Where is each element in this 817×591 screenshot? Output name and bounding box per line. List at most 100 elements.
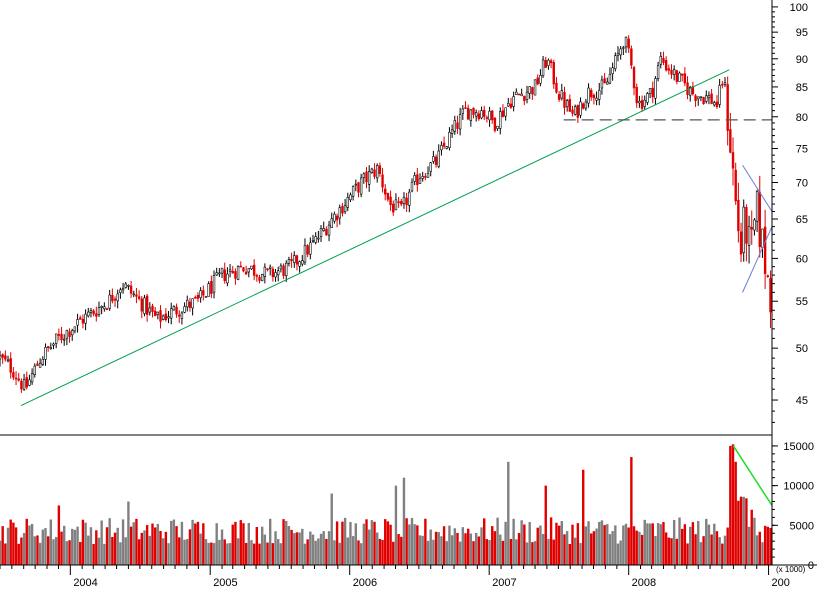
volume-bar	[571, 524, 574, 565]
candle	[560, 83, 564, 101]
candle	[52, 342, 55, 350]
candle	[314, 232, 317, 245]
volume-bar	[737, 500, 740, 565]
candle	[202, 285, 205, 301]
volume-bar	[285, 520, 288, 565]
candle	[343, 199, 347, 215]
volume-bar	[226, 543, 229, 565]
price-tick-label: 75	[796, 144, 808, 156]
candle	[721, 80, 724, 89]
candle	[627, 35, 630, 53]
volume-bar	[496, 517, 499, 565]
volume-bar	[445, 541, 448, 565]
candle	[745, 204, 748, 262]
volume-bar	[568, 544, 572, 565]
candle	[477, 110, 481, 121]
trend-line	[742, 164, 773, 212]
volume-bar	[715, 531, 719, 565]
candle	[335, 213, 339, 228]
candle	[207, 281, 210, 297]
volume-bar	[552, 539, 555, 565]
candle	[667, 64, 671, 75]
candle	[638, 95, 641, 108]
volume-bar	[376, 532, 379, 565]
volume-bar	[606, 524, 609, 565]
volume-bar	[22, 533, 26, 565]
candle	[694, 94, 697, 107]
volume-bar	[127, 501, 130, 565]
volume-bar	[408, 524, 411, 565]
volume-bar	[298, 532, 301, 565]
volume-bar	[362, 523, 366, 565]
candle	[263, 263, 267, 284]
candle	[381, 168, 384, 193]
candle	[531, 86, 534, 100]
volume-bar	[745, 498, 748, 565]
candle	[678, 71, 681, 82]
candle	[598, 82, 601, 106]
volume-bar	[164, 531, 168, 565]
year-tick-label: 2007	[492, 577, 516, 589]
volume-bar	[670, 538, 673, 565]
volume-bar	[54, 537, 58, 565]
volume-bar	[501, 540, 505, 565]
volume-bar	[274, 531, 277, 565]
volume-bar	[595, 528, 598, 565]
volume-bar	[565, 531, 569, 565]
volume-bar	[354, 523, 358, 565]
volume-bar	[485, 539, 489, 565]
volume-bar	[512, 518, 515, 565]
volume-bar	[600, 520, 604, 565]
candle	[758, 175, 761, 258]
candle	[362, 172, 366, 184]
volume-bar	[247, 522, 250, 565]
volume-bar	[81, 519, 85, 565]
volume-bar	[598, 521, 601, 565]
volume-bar	[525, 542, 529, 565]
candle	[458, 107, 462, 136]
volume-bar	[212, 543, 216, 565]
candle	[231, 265, 234, 274]
volume-bar	[161, 538, 165, 565]
volume-bar	[731, 444, 735, 565]
volume-bar	[124, 537, 127, 565]
volume-bar	[4, 543, 7, 565]
candle	[295, 254, 299, 271]
candle	[212, 270, 216, 299]
volume-bar	[627, 527, 630, 565]
volume-bar	[204, 539, 208, 565]
candle	[646, 91, 649, 106]
candle	[769, 270, 772, 329]
candle	[279, 263, 283, 273]
volume-bar	[515, 539, 518, 565]
volume-bar	[638, 531, 641, 565]
volume-bar	[549, 517, 553, 565]
candle	[22, 373, 26, 391]
volume-bar	[713, 523, 716, 565]
trend-line	[20, 69, 730, 406]
candle	[635, 83, 638, 108]
candle	[485, 115, 489, 123]
volume-bar	[317, 538, 320, 565]
volume-bar	[429, 529, 432, 565]
candle	[183, 302, 186, 314]
volume-bar	[616, 543, 620, 565]
volume-bar	[381, 539, 384, 565]
candle	[606, 77, 609, 85]
candle	[555, 76, 558, 94]
candle	[1, 353, 4, 364]
candle	[656, 61, 660, 82]
volume-bar	[135, 518, 138, 565]
volume-bar	[426, 540, 430, 565]
candle	[36, 360, 39, 366]
candle	[624, 36, 628, 53]
volume-bar	[413, 524, 416, 565]
candle	[113, 296, 117, 308]
volume-bar	[466, 528, 470, 565]
volume-bar	[533, 541, 537, 565]
candle	[699, 96, 703, 102]
candle	[282, 263, 285, 280]
volume-bar	[640, 534, 644, 565]
volume-bar	[159, 531, 162, 565]
